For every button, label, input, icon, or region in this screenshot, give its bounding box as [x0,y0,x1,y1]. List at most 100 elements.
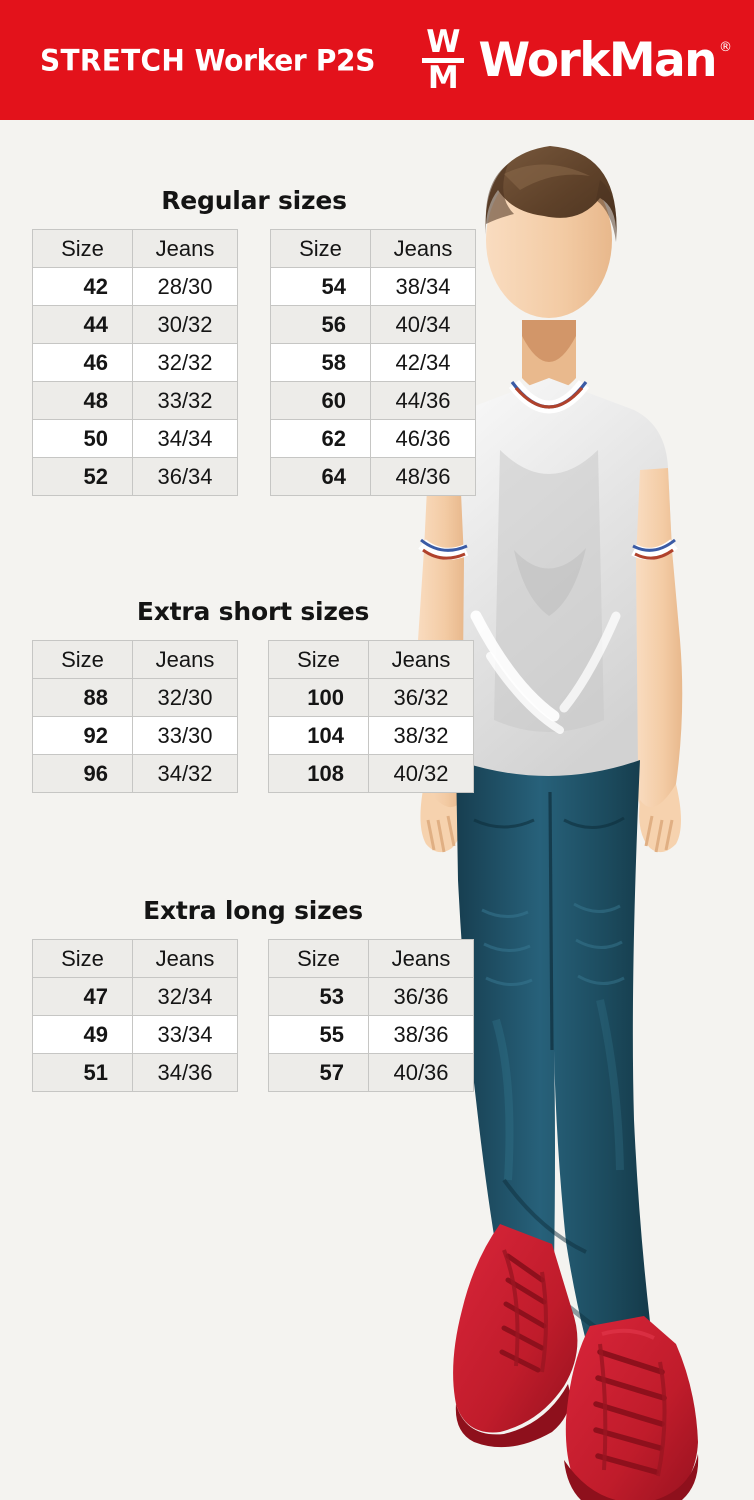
cell-size: 48 [32,381,133,420]
head-shape [486,162,612,318]
column-header-size: Size [32,640,133,679]
cell-jeans: 44/36 [370,381,476,420]
table-row: 42 28/30 [32,267,238,306]
table-row: 104 38/32 [268,716,474,755]
cell-size: 92 [32,716,133,755]
cell-size: 88 [32,678,133,717]
cell-size: 64 [270,457,371,496]
cell-size: 58 [270,343,371,382]
table-row: 57 40/36 [268,1053,474,1092]
column-header-jeans: Jeans [370,229,476,268]
cell-jeans: 32/34 [132,977,238,1016]
cell-jeans: 48/36 [370,457,476,496]
cell-size: 50 [32,419,133,458]
table-row: 100 36/32 [268,678,474,717]
table-row: 51 34/36 [32,1053,238,1092]
tables-row-extra-long: Size Jeans 47 32/34 49 33/34 51 [32,939,474,1092]
cell-jeans: 34/36 [132,1053,238,1092]
cell-size: 51 [32,1053,133,1092]
cell-size: 54 [270,267,371,306]
product-title: STRETCH Worker P2S [40,43,375,78]
table-row: 52 36/34 [32,457,238,496]
table-row: 53 36/36 [268,977,474,1016]
cell-size: 56 [270,305,371,344]
brand-name-text: WorkMan [478,32,717,88]
cell-size: 108 [268,754,369,793]
right-boot-shape [564,1316,699,1500]
tables-row-regular: Size Jeans 42 28/30 44 30/32 46 [32,229,476,496]
table-header-row: Size Jeans [268,640,474,679]
cell-size: 96 [32,754,133,793]
cell-jeans: 36/34 [132,457,238,496]
extra-short-table-right: Size Jeans 100 36/32 104 38/32 108 [268,640,474,793]
column-header-size: Size [268,640,369,679]
column-header-jeans: Jeans [132,640,238,679]
section-regular-sizes: Regular sizes Size Jeans 42 28/30 44 [32,186,476,496]
table-row: 96 34/32 [32,754,238,793]
extra-long-table-right: Size Jeans 53 36/36 55 38/36 57 [268,939,474,1092]
header-banner: STRETCH Worker P2S W M WorkMan ® [0,0,754,120]
table-row: 88 32/30 [32,678,238,717]
section-extra-short-sizes: Extra short sizes Size Jeans 88 32/30 92 [32,597,474,793]
right-arm-shape [636,468,683,817]
table-header-row: Size Jeans [270,229,476,268]
cell-jeans: 33/30 [132,716,238,755]
cell-size: 44 [32,305,133,344]
monogram-letter-bottom: M [427,59,459,96]
cell-size: 46 [32,343,133,382]
table-row: 108 40/32 [268,754,474,793]
table-header-row: Size Jeans [32,229,238,268]
cell-jeans: 28/30 [132,267,238,306]
column-header-size: Size [32,939,133,978]
extra-long-table-left: Size Jeans 47 32/34 49 33/34 51 [32,939,238,1092]
extra-short-table-left: Size Jeans 88 32/30 92 33/30 96 [32,640,238,793]
cell-size: 42 [32,267,133,306]
column-header-jeans: Jeans [132,939,238,978]
cell-jeans: 32/32 [132,343,238,382]
table-row: 62 46/36 [270,419,476,458]
cell-jeans: 32/30 [132,678,238,717]
column-header-jeans: Jeans [368,939,474,978]
table-row: 56 40/34 [270,305,476,344]
product-title-rest: Worker P2S [185,42,376,78]
column-header-jeans: Jeans [368,640,474,679]
table-row: 64 48/36 [270,457,476,496]
cell-size: 49 [32,1015,133,1054]
cell-size: 100 [268,678,369,717]
cell-jeans: 40/34 [370,305,476,344]
cell-size: 55 [268,1015,369,1054]
table-header-row: Size Jeans [268,939,474,978]
regular-sizes-table-right: Size Jeans 54 38/34 56 40/34 58 [270,229,476,496]
monogram-divider-bar [422,57,465,63]
cell-jeans: 30/32 [132,305,238,344]
cell-size: 57 [268,1053,369,1092]
cell-jeans: 40/36 [368,1053,474,1092]
brand-logo: W M WorkMan ® [422,24,732,96]
product-title-stretch: STRETCH [40,42,186,78]
cell-jeans: 36/32 [368,678,474,717]
table-header-row: Size Jeans [32,640,238,679]
column-header-jeans: Jeans [132,229,238,268]
section-title-extra-short: Extra short sizes [136,597,370,626]
cell-jeans: 33/34 [132,1015,238,1054]
cell-jeans: 42/34 [370,343,476,382]
column-header-size: Size [268,939,369,978]
cell-jeans: 33/32 [132,381,238,420]
section-title-regular: Regular sizes [161,186,347,215]
tables-row-extra-short: Size Jeans 88 32/30 92 33/30 96 [32,640,474,793]
cell-jeans: 38/34 [370,267,476,306]
table-row: 48 33/32 [32,381,238,420]
monogram-letter-top: W [426,24,461,61]
table-row: 55 38/36 [268,1015,474,1054]
cell-size: 60 [270,381,371,420]
jeans-shape [456,760,656,1388]
table-row: 47 32/34 [32,977,238,1016]
right-hand-shape [639,784,681,853]
cell-jeans: 38/32 [368,716,474,755]
cell-jeans: 34/34 [132,419,238,458]
neck-shape [522,320,576,393]
left-hand-shape [420,784,463,853]
hair-shape [485,146,617,240]
cell-size: 104 [268,716,369,755]
